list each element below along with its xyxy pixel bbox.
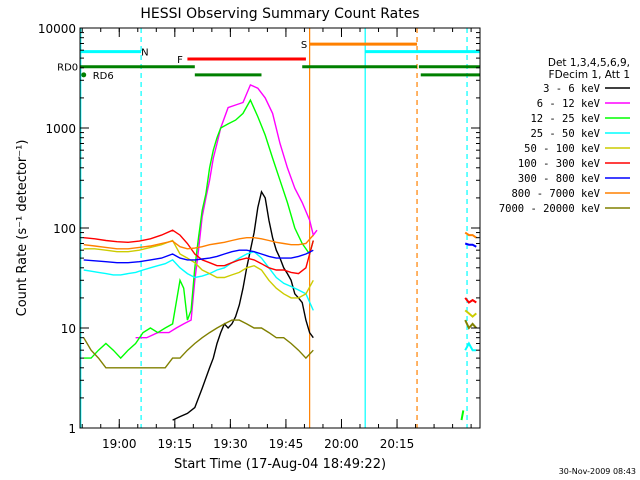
- footer-date: 30-Nov-2009 08:43: [559, 467, 636, 476]
- legend-label-300-800-kev: 300 - 800 keV: [518, 173, 601, 185]
- flag-label-f: F: [177, 55, 183, 66]
- legend-label-12-25-kev: 12 - 25 keV: [530, 113, 600, 125]
- x-tick-label: 20:00: [324, 437, 359, 451]
- legend-label-800-7000-kev: 800 - 7000 keV: [511, 188, 600, 200]
- series-group: [83, 83, 478, 421]
- legend-label-25-50-kev: 25 - 50 keV: [530, 128, 600, 140]
- x-axis: 19:00 19:15 19:30 19:45 20:00 20:15: [81, 28, 472, 451]
- series-line-post-gap-6: [460, 410, 465, 421]
- series-line-7000-20000-kev: [83, 319, 314, 369]
- legend-label-50-100-kev: 50 - 100 keV: [524, 143, 601, 155]
- series-line-post-gap-0: [464, 231, 477, 239]
- legend-label-100-300-kev: 100 - 300 keV: [518, 158, 601, 170]
- series-line-post-gap-1: [464, 242, 477, 248]
- legend-header-line: Det 1,3,4,5,6,9,: [548, 57, 630, 69]
- flag-label-n: N: [141, 48, 148, 59]
- legend-label-3-6-kev: 3 - 6 keV: [543, 83, 601, 95]
- flag-label-rd0: RD0: [57, 63, 78, 74]
- flag-label-s: S: [301, 40, 307, 51]
- series-line-800-7000-kev: [83, 234, 314, 250]
- y-tick-label: 10: [61, 322, 76, 336]
- x-tick-label: 19:30: [213, 437, 248, 451]
- series-line-post-gap-5: [464, 341, 477, 352]
- series-line-25-50-kev: [83, 250, 314, 311]
- chart-title: HESSI Observing Summary Count Rates: [140, 6, 419, 22]
- y-axis: 1 10 100 1000 10000: [38, 22, 480, 436]
- legend-label-7000-20000-kev: 7000 - 20000 keV: [499, 203, 601, 215]
- legend: Det 1,3,4,5,6,9,FDecim 1, Att 1 3 - 6 keV…: [499, 57, 630, 215]
- flag-rd6-dot: [81, 72, 87, 78]
- series-line-12-25-kev: [83, 98, 314, 360]
- series-line-post-gap-3: [464, 309, 477, 318]
- legend-label-6-12-kev: 6 - 12 keV: [537, 98, 601, 110]
- x-tick-label: 20:15: [380, 437, 415, 451]
- series-line-50-100-kev: [83, 239, 314, 299]
- series-line-100-300-kev: [83, 229, 314, 275]
- vertical-markers: [80, 28, 468, 428]
- y-tick-label: 1000: [45, 122, 76, 136]
- x-tick-label: 19:00: [102, 437, 137, 451]
- x-tick-label: 19:15: [158, 437, 193, 451]
- y-tick-label: 100: [53, 222, 76, 236]
- y-axis-label: Count Rate (s⁻¹ detector⁻¹): [15, 140, 30, 317]
- series-line-300-800-kev: [83, 249, 314, 264]
- series-line-post-gap-4: [464, 319, 478, 330]
- legend-header-line: FDecim 1, Att 1: [549, 69, 630, 81]
- x-axis-label: Start Time (17-Aug-04 18:49:22): [174, 457, 386, 472]
- x-tick-label: 19:45: [269, 437, 304, 451]
- flag-label-rd6: RD6: [93, 71, 114, 82]
- series-line-post-gap-2: [464, 297, 477, 304]
- y-tick-label: 10000: [38, 22, 76, 36]
- flag-bars: N F S RD0 RD6: [57, 40, 480, 82]
- y-tick-label: 1: [68, 422, 76, 436]
